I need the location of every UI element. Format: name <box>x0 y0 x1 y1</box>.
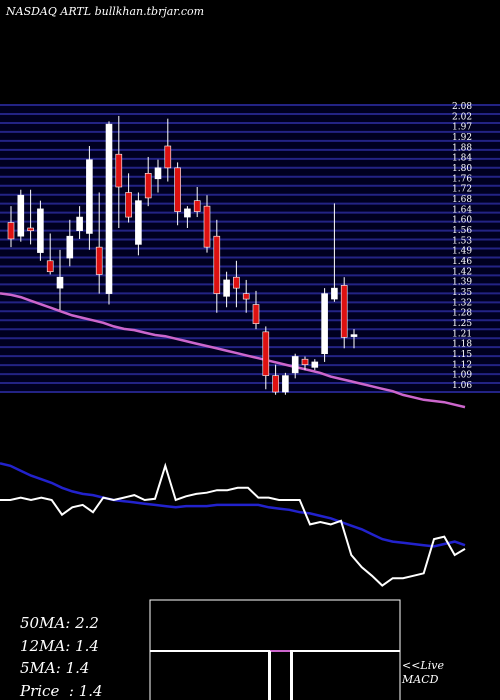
stats-panel: 50MA: 2.2 12MA: 1.4 5MA: 1.4 Price : 1.4 <box>20 612 103 700</box>
stat-50ma: 50MA: 2.2 <box>20 614 99 632</box>
stat-price: Price : 1.4 <box>20 681 103 700</box>
candle-body <box>184 208 191 218</box>
price-tick-label: 1.88 <box>452 143 472 153</box>
price-tick-label: 1.46 <box>452 257 472 267</box>
ma50-line <box>0 292 466 409</box>
candle-body <box>340 285 348 338</box>
candle-body <box>115 153 123 188</box>
price-tick-label: 1.39 <box>452 278 472 288</box>
candle-body <box>223 279 230 297</box>
price-tick-label: 1.06 <box>452 381 472 391</box>
candle-body <box>252 304 260 324</box>
candle-body <box>174 167 181 212</box>
macd-bar <box>268 651 271 700</box>
candle-body <box>242 293 250 300</box>
price-tick-label: 1.25 <box>452 319 472 329</box>
candle-body <box>262 331 270 376</box>
price-tick-label: 1.97 <box>452 123 472 133</box>
candle-body <box>350 334 358 337</box>
price-axis-labels: 2.082.021.971.921.881.841.801.761.721.68… <box>452 102 472 391</box>
candle-body <box>7 222 15 240</box>
candle-body <box>27 227 34 232</box>
candle-body <box>76 216 83 232</box>
candle-body <box>282 375 289 393</box>
price-tick-label: 1.09 <box>452 371 472 381</box>
price-tick-label: 1.68 <box>452 195 472 205</box>
chart-header: NASDAQ ARTL bullkhan.tbrjar.com <box>6 5 204 18</box>
price-tick-label: 1.28 <box>452 309 472 319</box>
candle-body <box>46 260 54 273</box>
candle-body <box>164 145 172 169</box>
candle-body <box>203 205 211 248</box>
site-label: bullkhan.tbrjar.com <box>94 5 205 18</box>
macd-panel <box>149 599 401 700</box>
price-tick-label: 1.18 <box>452 340 472 350</box>
price-tick-label: 1.49 <box>452 247 472 257</box>
candle-body <box>233 276 240 289</box>
price-tick-label: 1.15 <box>452 350 472 360</box>
price-tick-label: 1.21 <box>452 329 472 339</box>
price-tick-label: 1.72 <box>452 185 472 195</box>
candle-body <box>56 276 64 289</box>
price-tick-label: 1.56 <box>452 226 472 236</box>
price-tick-label: 1.42 <box>452 267 472 277</box>
live-label: <<Live <box>402 659 444 672</box>
ma5-line <box>0 462 466 587</box>
price-tick-label: 1.32 <box>452 298 472 308</box>
candle-body <box>321 293 328 355</box>
price-tick-label: 1.53 <box>452 236 472 246</box>
candle-body <box>331 287 338 300</box>
candle-body <box>135 200 142 245</box>
price-tick-label: 1.80 <box>452 164 472 174</box>
price-tick-label: 1.92 <box>452 133 472 143</box>
price-tick-label: 1.60 <box>452 216 472 226</box>
candle-body <box>86 159 93 234</box>
candle-body <box>154 167 162 180</box>
candle-body <box>311 361 319 368</box>
price-tick-label: 1.12 <box>452 360 472 370</box>
stat-5ma: 5MA: 1.4 <box>20 659 90 677</box>
candlesticks <box>7 115 358 395</box>
candle-body <box>213 235 221 294</box>
candle-body <box>291 356 299 374</box>
price-tick-label: 2.08 <box>452 102 472 112</box>
price-tick-label: 1.64 <box>452 205 472 215</box>
price-tick-label: 1.76 <box>452 174 472 184</box>
macd-legend: <<Live MACD <box>402 659 444 687</box>
moving-averages <box>0 292 466 587</box>
candle-body <box>95 246 103 275</box>
candle-body <box>125 192 132 218</box>
candle-body <box>66 235 74 259</box>
candle-body <box>301 358 309 365</box>
ma12-line <box>0 462 466 548</box>
candle-body <box>37 208 44 253</box>
price-tick-label: 2.02 <box>452 112 472 122</box>
macd-bar <box>290 651 293 700</box>
price-tick-label: 1.84 <box>452 154 472 164</box>
candle-body <box>272 375 279 393</box>
stat-12ma: 12MA: 1.4 <box>20 636 99 655</box>
macd-label: MACD <box>402 673 439 686</box>
ticker-label: NASDAQ ARTL <box>6 5 92 18</box>
candle-body <box>105 123 113 294</box>
candle-body <box>193 200 201 212</box>
candle-body <box>144 173 152 199</box>
price-tick-label: 1.35 <box>452 288 472 298</box>
candle-body <box>17 194 25 237</box>
price-grid <box>0 104 500 393</box>
